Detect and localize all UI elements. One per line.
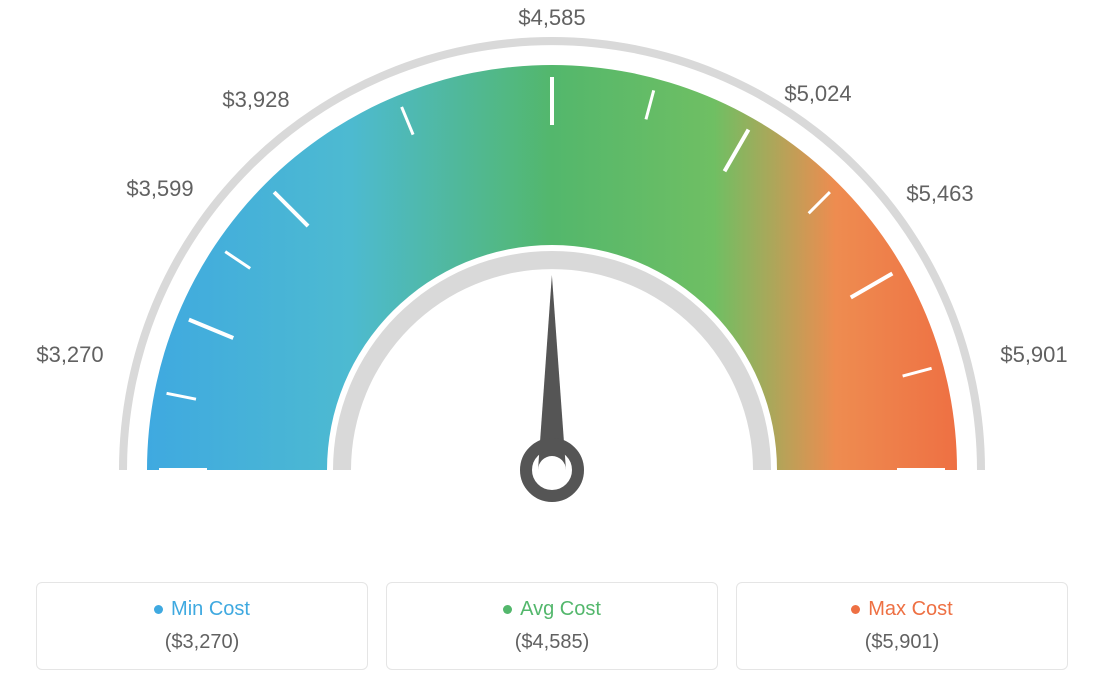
legend-title-max: Max Cost xyxy=(851,598,952,621)
legend-dot-max xyxy=(851,605,860,614)
legend-title-avg: Avg Cost xyxy=(503,598,601,621)
gauge-tick-label: $3,928 xyxy=(222,87,289,113)
gauge-svg xyxy=(0,0,1104,560)
gauge-tick-label: $5,463 xyxy=(906,181,973,207)
legend-card-min: Min Cost ($3,270) xyxy=(36,582,368,670)
gauge-tick-label: $3,270 xyxy=(36,342,103,368)
legend-label-avg: Avg Cost xyxy=(520,598,601,621)
gauge-tick-label: $3,599 xyxy=(126,176,193,202)
gauge-tick-label: $5,901 xyxy=(1000,342,1067,368)
legend-row: Min Cost ($3,270) Avg Cost ($4,585) Max … xyxy=(0,582,1104,670)
gauge-area: $3,270 $3,599 $3,928 $4,585 $5,024 $5,463 $5,9… xyxy=(0,0,1104,560)
legend-value-avg: ($4,585) xyxy=(515,631,590,654)
gauge-tick-label: $4,585 xyxy=(518,5,585,31)
legend-dot-min xyxy=(154,605,163,614)
legend-value-min: ($3,270) xyxy=(165,631,240,654)
legend-title-min: Min Cost xyxy=(154,598,250,621)
legend-label-max: Max Cost xyxy=(868,598,952,621)
gauge-tick-label: $5,024 xyxy=(784,81,851,107)
legend-card-max: Max Cost ($5,901) xyxy=(736,582,1068,670)
cost-gauge-chart: $3,270 $3,599 $3,928 $4,585 $5,024 $5,463 $5,9… xyxy=(0,0,1104,690)
legend-card-avg: Avg Cost ($4,585) xyxy=(386,582,718,670)
legend-value-max: ($5,901) xyxy=(865,631,940,654)
legend-dot-avg xyxy=(503,605,512,614)
legend-label-min: Min Cost xyxy=(171,598,250,621)
